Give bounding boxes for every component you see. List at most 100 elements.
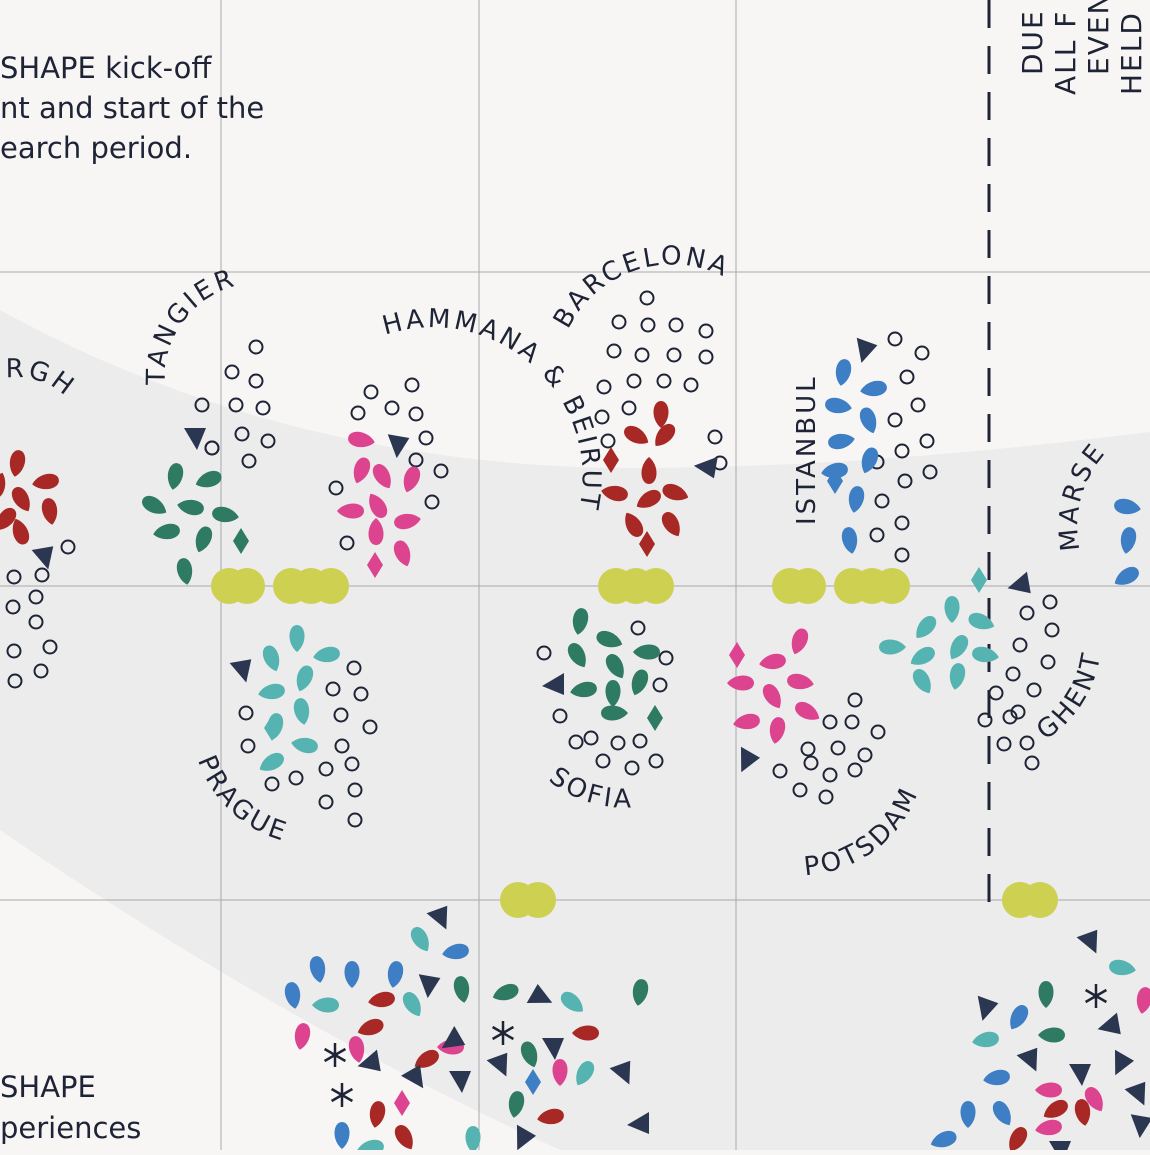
petal-glyph — [142, 495, 167, 514]
ring-glyph — [248, 339, 264, 355]
ring-glyph — [404, 377, 420, 393]
petal-glyph — [394, 513, 421, 530]
ring-glyph — [847, 692, 863, 708]
vertical-note-line-2: ALL F — [1049, 10, 1082, 95]
triangle-glyph — [1097, 1012, 1121, 1035]
petal-glyph — [835, 359, 852, 386]
ring-glyph — [334, 738, 350, 754]
ring-glyph — [894, 547, 910, 563]
ring-glyph — [899, 369, 915, 385]
petal-glyph — [605, 680, 621, 707]
ring-glyph — [595, 753, 611, 769]
petal-glyph — [879, 639, 906, 655]
ring-glyph — [857, 747, 873, 763]
ring-glyph — [596, 379, 612, 395]
triangle-glyph — [1114, 1049, 1135, 1076]
diamond-glyph — [729, 642, 745, 668]
note-bottom-line-1: SHAPE — [0, 1070, 96, 1104]
ring-glyph — [803, 755, 819, 771]
triangle-glyph — [1076, 929, 1098, 954]
petal-glyph — [0, 472, 6, 499]
diamond-glyph — [233, 528, 249, 554]
triangle-glyph — [357, 1049, 381, 1072]
petal-glyph — [348, 1036, 365, 1063]
petal-glyph — [348, 431, 375, 448]
note-top-line-1: SHAPE kick-off — [0, 51, 212, 85]
ring-glyph — [264, 776, 280, 792]
ring-glyph — [28, 589, 44, 605]
city-label-barcelona: BARCELONA — [548, 241, 735, 333]
note-bottom-line-2: periences — [0, 1111, 141, 1145]
ring-glyph — [1040, 654, 1056, 670]
triangle-glyph — [184, 428, 206, 450]
petal-glyph — [344, 961, 360, 988]
petal-glyph — [353, 457, 371, 484]
petal-glyph — [195, 470, 222, 488]
asterisk-glyph — [1084, 984, 1108, 1008]
diamond-glyph — [639, 531, 655, 557]
triangle-glyph — [693, 456, 718, 479]
ring-glyph — [611, 314, 627, 330]
ring-glyph — [288, 770, 304, 786]
ring-glyph — [922, 464, 938, 480]
petal-glyph — [1114, 498, 1141, 515]
ring-glyph — [874, 493, 890, 509]
petal-glyph — [369, 493, 388, 518]
ring-glyph — [384, 400, 400, 416]
ring-glyph — [363, 384, 379, 400]
ring-glyph — [621, 400, 637, 416]
ring-glyph — [318, 794, 334, 810]
petal-glyph — [624, 425, 649, 444]
ring-glyph — [408, 452, 424, 468]
petal-glyph — [1109, 959, 1136, 976]
petal-glyph — [9, 450, 26, 477]
petal-glyph — [601, 705, 628, 721]
petal-glyph — [1035, 1082, 1062, 1098]
petal-glyph — [653, 401, 669, 428]
petal-glyph — [762, 684, 781, 709]
petal-glyph — [337, 503, 364, 519]
ring-glyph — [33, 663, 49, 679]
ring-glyph — [910, 397, 926, 413]
ring-glyph — [658, 650, 674, 666]
petal-glyph — [177, 499, 204, 516]
triangle-glyph — [418, 974, 441, 999]
ring-glyph — [630, 620, 646, 636]
petal-glyph — [1038, 981, 1054, 1008]
ring-glyph — [707, 429, 723, 445]
ring-glyph — [652, 677, 668, 693]
ring-glyph — [870, 724, 886, 740]
ring-glyph — [42, 639, 58, 655]
petal-glyph — [313, 646, 340, 663]
ring-glyph — [240, 738, 256, 754]
petal-glyph — [968, 612, 995, 630]
ring-glyph — [204, 440, 220, 456]
petal-glyph — [560, 991, 583, 1012]
ring-glyph — [7, 673, 23, 689]
petal-glyph — [195, 526, 213, 553]
petal-glyph — [636, 489, 661, 508]
ring-glyph — [914, 345, 930, 361]
petal-glyph — [759, 653, 786, 670]
ring-glyph — [887, 331, 903, 347]
event-marker — [1022, 882, 1058, 918]
note-top-line-2: nt and start of the — [0, 91, 264, 125]
triangle-glyph — [486, 1052, 508, 1077]
ring-glyph — [1019, 735, 1035, 751]
ring-glyph — [583, 730, 599, 746]
petal-glyph — [414, 1049, 439, 1068]
ring-glyph — [424, 494, 440, 510]
ring-glyph — [260, 433, 276, 449]
petal-glyph — [492, 983, 519, 1001]
asterisk-glyph — [323, 1043, 347, 1067]
petal-glyph — [848, 486, 865, 513]
ring-glyph — [626, 373, 642, 389]
ring-glyph — [894, 515, 910, 531]
triangle-glyph — [400, 1064, 424, 1089]
ring-glyph — [988, 685, 1004, 701]
ring-glyph — [241, 453, 257, 469]
petal-glyph — [289, 625, 305, 652]
ring-glyph — [844, 714, 860, 730]
ring-glyph — [666, 347, 682, 363]
ring-glyph — [194, 397, 210, 413]
